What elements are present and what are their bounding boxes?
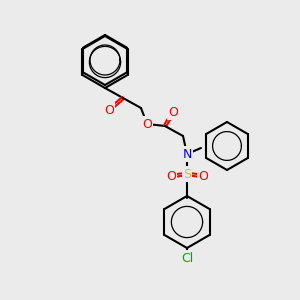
Text: O: O [142,118,152,130]
Text: N: N [182,148,192,160]
Text: S: S [183,167,191,181]
Text: O: O [168,106,178,118]
Text: O: O [104,103,114,116]
Text: O: O [166,169,176,182]
Text: Cl: Cl [181,251,193,265]
Text: O: O [198,169,208,182]
